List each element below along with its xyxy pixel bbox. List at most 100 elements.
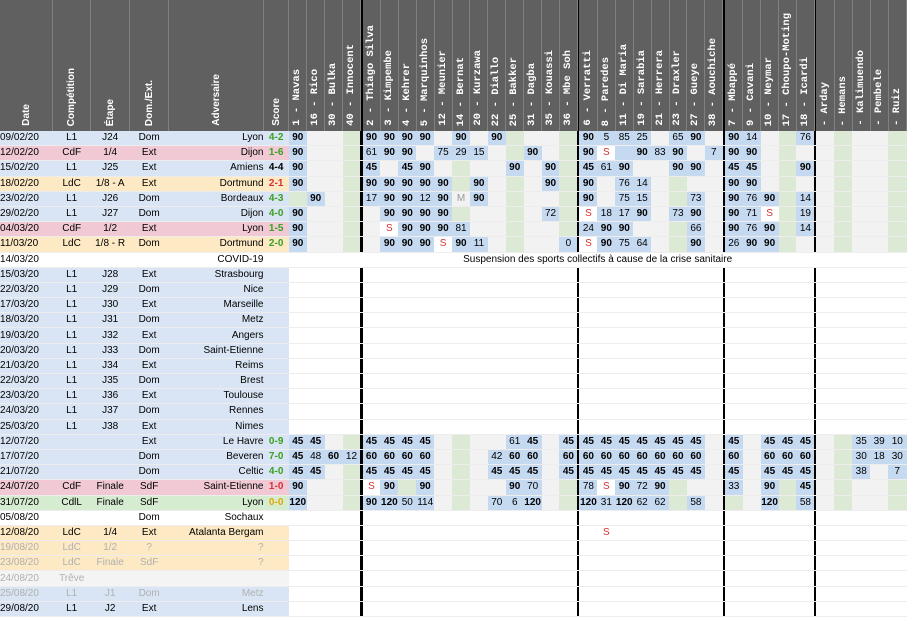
column-separator: [360, 145, 363, 162]
player-header: - Hemans: [834, 0, 853, 131]
column-separator: [814, 373, 817, 390]
minutes-cell: [888, 510, 907, 526]
minutes-cell: [651, 282, 670, 299]
minutes-cell: S: [760, 206, 779, 223]
minutes-cell: [742, 327, 761, 344]
minutes-cell: [888, 601, 907, 617]
minutes-cell: [888, 267, 907, 283]
minutes-cell: [541, 343, 560, 359]
minutes-cell: 60: [633, 449, 652, 466]
minutes-cell: [416, 419, 435, 435]
minutes-cell: [633, 373, 652, 390]
minutes-cell: [870, 479, 889, 496]
minutes-cell: [597, 327, 616, 344]
minutes-cell: [888, 312, 907, 329]
minutes-cell: [398, 373, 417, 390]
player-name: 7 - Mbappé: [727, 62, 740, 126]
minutes-cell: [724, 312, 743, 329]
column-separator: [360, 525, 363, 542]
column-separator: [577, 419, 580, 435]
minutes-cell: [760, 282, 779, 299]
score-cell: [263, 403, 289, 420]
minutes-cell: [760, 358, 779, 375]
minutes-cell: 90: [398, 221, 417, 238]
minutes-cell: [834, 221, 853, 238]
minutes-cell: [306, 236, 325, 253]
minutes-cell: [324, 327, 343, 344]
minutes-cell: [742, 570, 761, 587]
minutes-cell: [686, 601, 705, 617]
minutes-cell: [324, 131, 343, 147]
minutes-cell: [633, 601, 652, 617]
minutes-cell: [342, 434, 361, 450]
minutes-cell: [742, 449, 761, 466]
minutes-cell: [852, 267, 871, 283]
minutes-cell: [398, 419, 417, 435]
minutes-cell: [324, 403, 343, 420]
player-header: 3 - Kimpembe: [380, 0, 399, 131]
score-cell: 1-5: [263, 221, 289, 238]
minutes-cell: [704, 434, 723, 450]
minutes-cell: [380, 525, 399, 542]
minutes-cell: [398, 510, 417, 526]
minutes-cell: 45: [633, 464, 652, 481]
minutes-cell: 90: [669, 145, 687, 162]
minutes-cell: [852, 555, 871, 572]
minutes-cell: [559, 221, 578, 238]
minutes-cell: [469, 434, 488, 450]
player-header: 25 - Bakker: [505, 0, 525, 131]
minutes-cell: [342, 312, 361, 329]
player-header: 9 - Cavani: [742, 0, 762, 131]
stage-cell: 1/2: [90, 221, 130, 238]
minutes-cell: 45: [380, 434, 399, 450]
score-cell: [263, 343, 289, 359]
minutes-cell: [380, 388, 399, 405]
minutes-cell: [579, 555, 598, 572]
minutes-cell: [704, 221, 723, 238]
minutes-cell: [742, 434, 761, 450]
minutes-cell: [469, 464, 488, 481]
stage-cell: J24: [90, 131, 130, 147]
minutes-cell: [888, 145, 907, 162]
minutes-cell: [778, 510, 797, 526]
minutes-cell: 90: [686, 160, 705, 177]
minutes-cell: [362, 373, 381, 390]
minutes-cell: [362, 343, 381, 359]
minutes-cell: [834, 555, 853, 572]
minutes-cell: 72: [633, 479, 652, 496]
minutes-cell: [888, 221, 907, 238]
header-row: Date Compétition Étape Dom./Ext. Adversaire S…: [0, 0, 907, 131]
minutes-cell: 120: [760, 495, 779, 511]
minutes-cell: [633, 343, 652, 359]
date-cell: 18/02/20: [0, 176, 53, 192]
minutes-cell: [615, 297, 634, 314]
minutes-cell: [816, 510, 835, 526]
minutes-cell: 90: [651, 479, 670, 496]
minutes-cell: [760, 388, 779, 405]
minutes-cell: 45: [398, 464, 417, 481]
venue-cell: Dom: [129, 191, 169, 207]
minutes-cell: [469, 327, 488, 344]
minutes-cell: [597, 373, 616, 390]
column-separator: [814, 267, 817, 283]
column-separator: [577, 434, 580, 450]
competition-cell: LdC: [52, 555, 91, 572]
minutes-cell: [362, 586, 381, 602]
minutes-cell: 45: [796, 434, 815, 450]
minutes-cell: [633, 570, 652, 587]
score-cell: [263, 282, 289, 299]
minutes-cell: 90: [416, 221, 435, 238]
minutes-cell: [669, 601, 687, 617]
minutes-cell: 90: [724, 176, 743, 192]
minutes-cell: 61: [505, 434, 524, 450]
minutes-cell: [505, 555, 524, 572]
minutes-cell: [888, 403, 907, 420]
minutes-cell: 90: [416, 131, 435, 147]
venue-cell: Ext: [129, 434, 169, 450]
minutes-cell: [816, 586, 835, 602]
minutes-cell: [579, 388, 598, 405]
minutes-cell: 90: [398, 191, 417, 207]
minutes-cell: [487, 282, 506, 299]
column-separator: [577, 570, 580, 587]
minutes-cell: [686, 343, 705, 359]
